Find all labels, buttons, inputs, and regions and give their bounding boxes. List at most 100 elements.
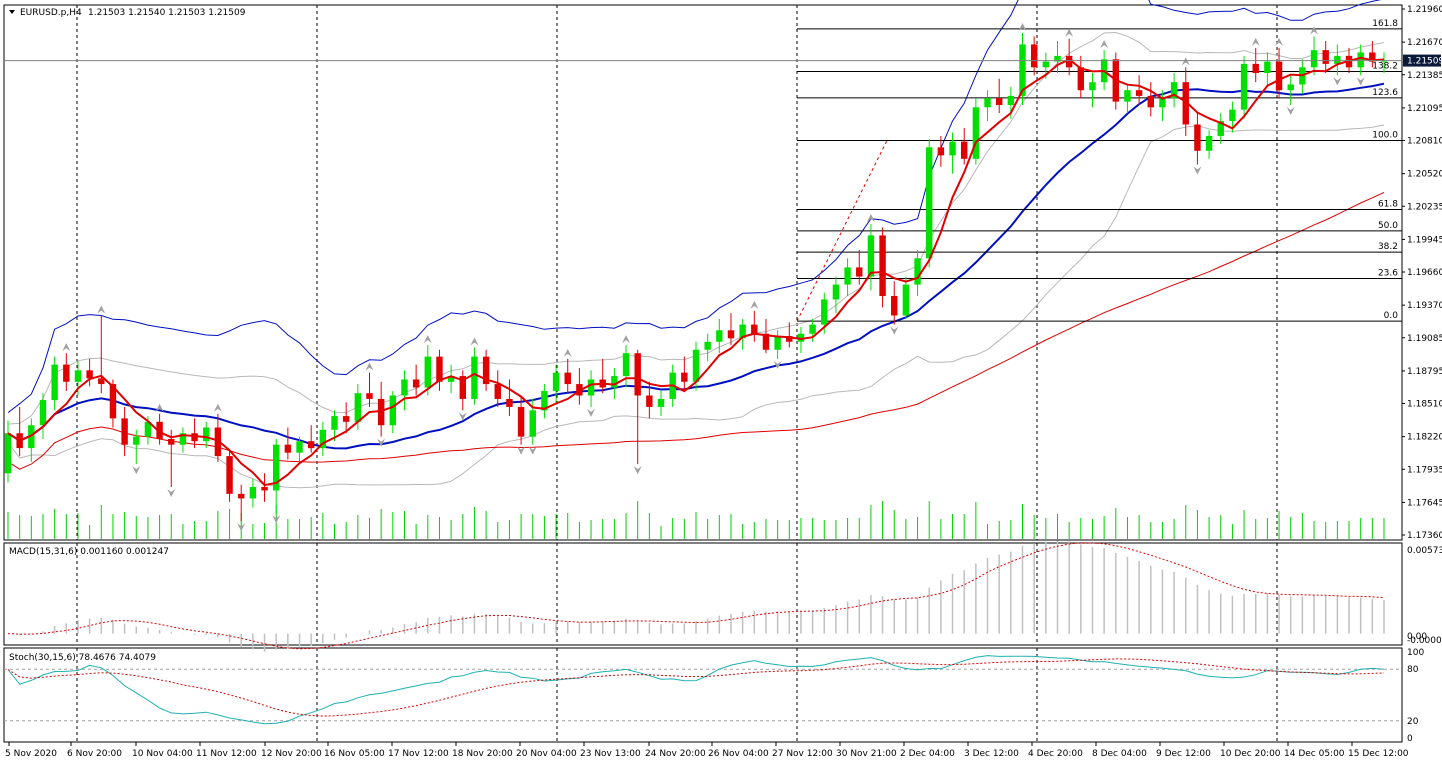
bull-candle[interactable]: [133, 436, 140, 445]
bull-candle[interactable]: [74, 370, 82, 382]
bull-candle[interactable]: [249, 486, 257, 499]
bull-candle[interactable]: [331, 416, 338, 430]
chart-menu-triangle-icon[interactable]: [9, 10, 15, 14]
bull-candle[interactable]: [1170, 82, 1178, 99]
bear-candle[interactable]: [1147, 95, 1154, 108]
bull-candle[interactable]: [1217, 121, 1224, 136]
bear-candle[interactable]: [168, 438, 175, 445]
bull-candle[interactable]: [716, 330, 723, 342]
bull-candle[interactable]: [354, 393, 362, 422]
bull-candle[interactable]: [552, 372, 560, 391]
bull-candle[interactable]: [39, 400, 47, 426]
bull-candle[interactable]: [1310, 50, 1318, 68]
bear-candle[interactable]: [891, 296, 898, 316]
bull-candle[interactable]: [622, 353, 630, 377]
bear-candle[interactable]: [156, 421, 163, 439]
bull-candle[interactable]: [821, 299, 828, 325]
bull-candle[interactable]: [28, 425, 35, 449]
bull-candle[interactable]: [704, 341, 711, 350]
bull-candle[interactable]: [296, 441, 303, 453]
bear-candle[interactable]: [634, 353, 641, 396]
bull-candle[interactable]: [389, 395, 397, 426]
bear-candle[interactable]: [377, 398, 385, 426]
bull-candle[interactable]: [541, 390, 548, 411]
bear-candle[interactable]: [459, 376, 466, 399]
bear-candle[interactable]: [342, 416, 350, 422]
bull-candle[interactable]: [179, 433, 187, 445]
bull-candle[interactable]: [832, 284, 840, 300]
bull-candle[interactable]: [797, 333, 805, 342]
bull-candle[interactable]: [972, 107, 980, 159]
bull-candle[interactable]: [1229, 109, 1236, 122]
bull-candle[interactable]: [144, 421, 152, 437]
bull-candle[interactable]: [774, 336, 781, 350]
bear-candle[interactable]: [1322, 50, 1329, 64]
bear-candle[interactable]: [109, 384, 117, 419]
bull-candle[interactable]: [4, 433, 12, 474]
candlesticks[interactable]: [4, 33, 1388, 522]
stoch-pane[interactable]: [3, 647, 1403, 743]
bull-candle[interactable]: [1007, 95, 1015, 106]
bear-candle[interactable]: [121, 418, 128, 445]
bull-candle[interactable]: [529, 410, 536, 437]
bear-candle[interactable]: [1065, 55, 1073, 68]
bear-candle[interactable]: [681, 372, 688, 382]
bull-candle[interactable]: [447, 376, 455, 382]
bear-candle[interactable]: [517, 406, 525, 437]
bear-candle[interactable]: [86, 370, 93, 379]
bear-candle[interactable]: [1030, 44, 1038, 68]
bull-candle[interactable]: [867, 235, 875, 277]
bear-candle[interactable]: [506, 398, 513, 407]
bull-candle[interactable]: [739, 324, 746, 339]
bull-candle[interactable]: [1240, 63, 1248, 110]
bear-candle[interactable]: [366, 393, 373, 399]
bear-candle[interactable]: [1252, 63, 1259, 74]
bear-candle[interactable]: [98, 378, 105, 385]
bear-candle[interactable]: [786, 336, 793, 342]
bull-candle[interactable]: [1124, 90, 1131, 102]
macd-pane[interactable]: [3, 542, 1403, 646]
bear-candle[interactable]: [284, 444, 292, 453]
price-pane[interactable]: [3, 4, 1403, 541]
bear-candle[interactable]: [1275, 61, 1283, 91]
bear-candle[interactable]: [1135, 90, 1143, 96]
bull-candle[interactable]: [51, 364, 58, 401]
bull-candle[interactable]: [1205, 135, 1213, 151]
bear-candle[interactable]: [412, 379, 420, 388]
bull-candle[interactable]: [587, 379, 595, 396]
bull-candle[interactable]: [1287, 84, 1294, 91]
bear-candle[interactable]: [1077, 67, 1085, 91]
bear-candle[interactable]: [856, 267, 863, 277]
bull-candle[interactable]: [914, 258, 921, 285]
bull-candle[interactable]: [1042, 61, 1050, 68]
bull-candle[interactable]: [424, 356, 432, 388]
bull-candle[interactable]: [611, 376, 618, 388]
bull-candle[interactable]: [272, 444, 280, 491]
bull-candle[interactable]: [1357, 52, 1364, 68]
bull-candle[interactable]: [1054, 55, 1061, 62]
bear-candle[interactable]: [762, 333, 770, 350]
bull-candle[interactable]: [984, 98, 991, 108]
bear-candle[interactable]: [1369, 52, 1376, 62]
bear-candle[interactable]: [727, 330, 735, 339]
bear-candle[interactable]: [995, 98, 1003, 106]
bull-candle[interactable]: [692, 349, 700, 382]
bear-candle[interactable]: [261, 486, 268, 491]
bear-candle[interactable]: [879, 235, 886, 297]
bear-candle[interactable]: [494, 384, 501, 399]
bull-candle[interactable]: [1019, 44, 1026, 96]
bull-candle[interactable]: [926, 147, 933, 259]
bull-candle[interactable]: [471, 356, 478, 399]
bear-candle[interactable]: [960, 141, 968, 159]
bear-candle[interactable]: [238, 493, 245, 499]
bear-candle[interactable]: [226, 456, 233, 494]
bull-candle[interactable]: [1159, 98, 1166, 108]
bear-candle[interactable]: [937, 147, 945, 156]
bull-candle[interactable]: [902, 284, 910, 316]
bear-candle[interactable]: [1182, 82, 1189, 125]
bull-candle[interactable]: [657, 398, 665, 407]
bear-candle[interactable]: [1194, 124, 1201, 151]
bull-candle[interactable]: [401, 379, 408, 396]
